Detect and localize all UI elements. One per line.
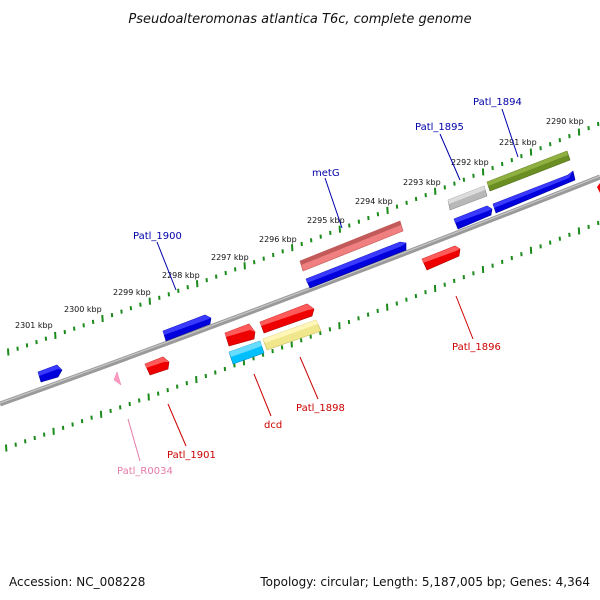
accession-text: Accession: NC_008228	[9, 575, 145, 589]
gene-blue-left-shade	[38, 365, 62, 376]
tick-label: 2293 kbp	[403, 178, 441, 187]
tick-label: 2294 kbp	[355, 197, 393, 206]
gene-blue-upper-right-shade	[493, 171, 573, 208]
leader-line-dcd	[253, 373, 272, 417]
gene-red-edge-feature[interactable]	[597, 183, 600, 193]
gene-red-center-shade	[260, 304, 314, 326]
gene-patl-1901-feature-shade	[145, 357, 169, 368]
gene-label-patl-1896[interactable]: Patl_1896	[452, 342, 501, 353]
gene-label-patl-r0034[interactable]: Patl_R0034	[117, 466, 173, 477]
inner-tick-track	[5, 220, 600, 452]
gene-label-metg[interactable]: metG	[312, 168, 340, 179]
tick-label: 2291 kbp	[499, 138, 537, 147]
tick-label: 2299 kbp	[113, 288, 151, 297]
genome-summary-text: Topology: circular; Length: 5,187,005 bp…	[259, 575, 590, 589]
gene-patl-r0034-feature[interactable]	[113, 371, 122, 386]
scale-labels: 2301 kbp 2300 kbp 2299 kbp 2298 kbp 2297…	[15, 117, 584, 330]
gene-label-patl-1901[interactable]: Patl_1901	[167, 450, 216, 461]
leader-line-metg	[324, 177, 343, 229]
gene-label-patl-1898[interactable]: Patl_1898	[296, 403, 345, 414]
tick-label: 2292 kbp	[451, 158, 489, 167]
outer-tick-track	[7, 121, 600, 356]
gene-label-patl-1895[interactable]: Patl_1895	[415, 122, 464, 133]
gene-patl-1898-feature-shade	[263, 320, 318, 343]
gene-label-dcd[interactable]: dcd	[264, 420, 282, 431]
leader-line-patl-1900	[156, 241, 177, 291]
leader-line-patl-1901	[167, 403, 187, 447]
gene-dcd-feature-shade	[229, 341, 262, 357]
gene-red-small-shade	[225, 324, 255, 337]
leader-line-patl-1895	[439, 133, 461, 181]
gene-labels: Patl_1894 Patl_1895 metG Patl_1900 Patl_…	[117, 97, 522, 477]
leader-line-patl-1898	[299, 356, 319, 400]
tick-label: 2296 kbp	[259, 235, 297, 244]
label-leaders	[127, 108, 519, 462]
reverse-features	[113, 245, 461, 386]
gene-label-patl-1894[interactable]: Patl_1894	[473, 97, 522, 108]
gene-label-patl-1900[interactable]: Patl_1900	[133, 231, 182, 242]
gene-patl-1896-feature-shade	[422, 246, 460, 263]
leader-line-patl-1894	[501, 108, 519, 158]
gene-patl-1895-feature-shade	[448, 186, 485, 204]
tick-label: 2301 kbp	[15, 321, 53, 330]
gene-patl-1900-feature-shade	[163, 315, 211, 335]
gene-patl-1894-feature-shade	[487, 151, 568, 186]
map-title: Pseudoalteromonas atlantica T6c, complet…	[128, 12, 471, 27]
tick-label: 2300 kbp	[64, 305, 102, 314]
genome-backbone-highlight	[0, 175, 600, 404]
gene-metg-feature-shade	[300, 221, 401, 265]
gene-blue-mid-right-shade	[454, 206, 492, 223]
gene-blue-center-shade	[306, 242, 406, 283]
forward-features	[37, 150, 600, 383]
leader-line-patl-1896	[455, 295, 474, 340]
genome-backbone	[0, 174, 600, 407]
tick-label: 2295 kbp	[307, 216, 345, 225]
tick-label: 2298 kbp	[162, 271, 200, 280]
leader-line-patl-r0034	[127, 418, 141, 462]
tick-label: 2297 kbp	[211, 253, 249, 262]
tick-label: 2290 kbp	[546, 117, 584, 126]
